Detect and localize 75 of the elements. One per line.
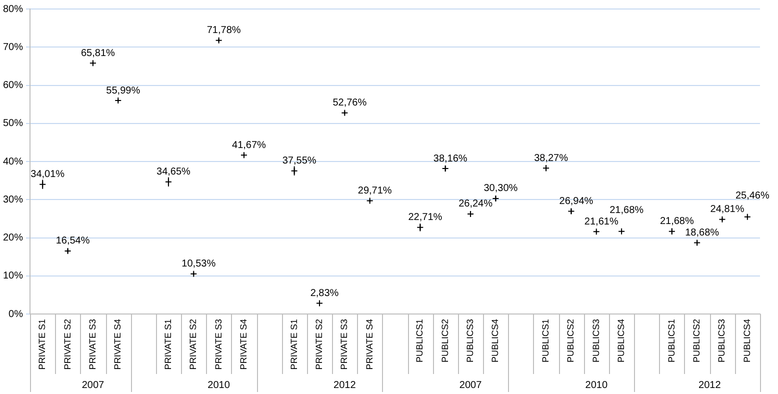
x-tick-label: PRIVATE S1 [37, 319, 48, 370]
data-label: 34,01% [30, 169, 65, 180]
data-label: 65,81% [80, 48, 116, 59]
data-label: 22,71% [408, 212, 442, 224]
y-tick-label: 70% [3, 42, 24, 53]
text: 2007 [459, 380, 482, 391]
y-tick-label: 40% [3, 156, 24, 168]
point [341, 109, 348, 116]
point [190, 270, 198, 278]
x-tick-label: PUBLICS1 [666, 319, 676, 363]
data-label: 29,71% [358, 185, 392, 196]
x-tick-label: PUBLICS1 [414, 319, 425, 363]
point [366, 197, 374, 204]
x-tick-label: PRIVATE S2 [188, 319, 198, 370]
x-tick-label: PUBLICS2 [566, 319, 576, 363]
y-tick-label: 20% [3, 232, 24, 244]
data-label: 24,81% [710, 204, 744, 216]
x-tick-label: PUBLICS4 [742, 319, 752, 363]
point [316, 300, 323, 307]
text: 2012 [334, 380, 356, 391]
point [618, 228, 626, 235]
x-tick-label: PUBLICS2 [440, 319, 450, 363]
x-tick-label: PRIVATE S3 [87, 319, 98, 370]
point [89, 60, 96, 67]
data-label: 38,27% [534, 152, 568, 164]
text: 2007 [82, 380, 105, 391]
x-tick-label: PUBLICS3 [465, 319, 476, 363]
x-tick-label: PRIVATE S4 [364, 319, 374, 370]
point [215, 36, 222, 44]
data-label: 34,65% [156, 166, 191, 178]
x-tick-label: PUBLICS4 [490, 319, 500, 363]
data-label: 21,61% [584, 216, 618, 228]
data-label: 21,68% [660, 216, 694, 228]
data-label: 10,53% [182, 258, 216, 270]
data-label: 26,24% [458, 198, 493, 210]
data-label: 21,68% [610, 205, 644, 216]
x-tick-label: PRIVATE S1 [288, 319, 299, 370]
y-tick-label: 10% [3, 270, 24, 282]
y-tick-label: 80% [3, 4, 24, 15]
x-tick-label: PUBLICS1 [540, 319, 551, 363]
x-tick-label: PRIVATE S1 [162, 319, 173, 370]
data-label: 52,76% [332, 98, 367, 109]
data-label: 71,78% [206, 25, 241, 36]
y-tick-label: 60% [3, 80, 24, 91]
point [592, 228, 600, 236]
text: 2012 [698, 380, 722, 391]
data-label: 37,55% [282, 156, 316, 167]
data-label: 30,30% [484, 183, 518, 194]
data-label: 16,54% [56, 236, 90, 247]
data-label: 41,67% [232, 140, 266, 151]
x-tick-label: PRIVATE S3 [339, 319, 350, 370]
x-tick-label: PUBLICS4 [616, 319, 626, 363]
x-tick-label: PUBLICS2 [692, 319, 702, 363]
data-label: 38,16% [433, 153, 468, 164]
x-tick-label: PUBLICS3 [590, 319, 601, 363]
data-label: 18,68% [685, 228, 720, 239]
y-tick-label: 30% [3, 194, 24, 206]
data-label: 26,94% [559, 196, 594, 208]
point [744, 213, 751, 220]
point [718, 216, 726, 223]
x-tick-label: PRIVATE S2 [314, 319, 324, 370]
point [114, 97, 122, 104]
data-label: 2,83% [310, 288, 339, 299]
point [240, 152, 248, 159]
text: 2010 [208, 380, 230, 391]
text: 2010 [585, 380, 608, 391]
x-tick-label: PRIVATE S4 [238, 319, 248, 370]
x-tick-label: PUBLICS3 [716, 319, 727, 363]
y-tick-label: 50% [3, 118, 24, 130]
y-tick-label: 0% [8, 308, 24, 320]
data-label: 25,46% [735, 190, 770, 202]
x-tick-label: PRIVATE S2 [62, 319, 72, 370]
x-tick-label: PRIVATE S4 [112, 319, 123, 370]
data-label: 55,99% [106, 85, 140, 96]
x-tick-label: PRIVATE S3 [213, 319, 224, 370]
